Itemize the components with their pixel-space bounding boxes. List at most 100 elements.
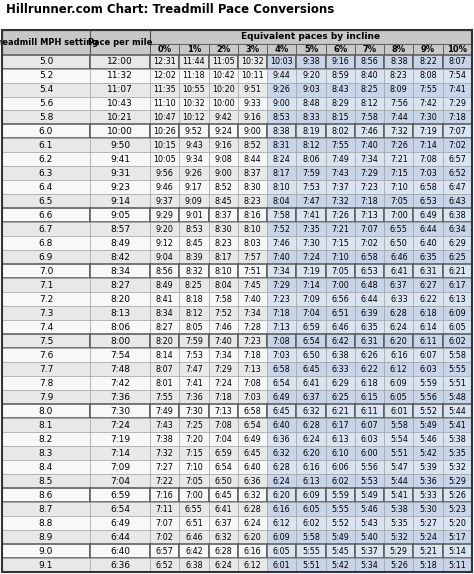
Bar [90, 68, 150, 83]
Bar [179, 516, 209, 530]
Text: 10:05: 10:05 [153, 155, 176, 164]
Text: 5:23: 5:23 [448, 505, 466, 514]
Text: 9:16: 9:16 [331, 57, 349, 66]
Bar [238, 44, 267, 55]
Text: 6:42: 6:42 [331, 337, 349, 346]
Bar [179, 404, 209, 418]
Bar [443, 474, 472, 488]
Bar [238, 265, 267, 278]
Text: 6.2: 6.2 [39, 155, 53, 164]
Text: 7:08: 7:08 [273, 337, 291, 346]
Text: 7:47: 7:47 [185, 364, 203, 374]
Bar [2, 460, 90, 474]
Bar [355, 320, 384, 334]
Text: 7:40: 7:40 [244, 295, 261, 304]
Text: 6:00: 6:00 [361, 449, 378, 457]
Bar [179, 222, 209, 236]
Bar [296, 195, 326, 208]
Text: 7:58: 7:58 [214, 295, 232, 304]
Text: 7:14: 7:14 [110, 449, 130, 457]
Text: 10:55: 10:55 [182, 85, 205, 94]
Bar [355, 334, 384, 348]
Text: 7:08: 7:08 [214, 421, 232, 430]
Text: 6:15: 6:15 [361, 393, 378, 402]
Bar [296, 180, 326, 195]
Text: 8:43: 8:43 [331, 85, 349, 94]
Text: 6:16: 6:16 [273, 505, 291, 514]
Text: 8:23: 8:23 [390, 71, 408, 80]
Bar [384, 544, 413, 558]
Bar [443, 390, 472, 404]
Text: 9:16: 9:16 [244, 113, 261, 122]
Bar [179, 180, 209, 195]
Bar [238, 153, 267, 166]
Bar [326, 544, 355, 558]
Bar [2, 516, 90, 530]
Bar [296, 530, 326, 544]
Text: 8:18: 8:18 [185, 295, 203, 304]
Bar [296, 320, 326, 334]
Bar [150, 502, 179, 516]
Bar [150, 530, 179, 544]
Bar [413, 222, 443, 236]
Text: 8:59: 8:59 [331, 71, 349, 80]
Bar [2, 404, 90, 418]
Bar [384, 138, 413, 153]
Bar [355, 362, 384, 376]
Text: 6:17: 6:17 [331, 421, 349, 430]
Bar [384, 418, 413, 432]
Text: 8:20: 8:20 [156, 337, 173, 346]
Bar [209, 96, 238, 110]
Text: 6:54: 6:54 [244, 421, 261, 430]
Text: 7:34: 7:34 [361, 155, 378, 164]
Bar [90, 278, 150, 292]
Bar [326, 208, 355, 222]
Bar [355, 530, 384, 544]
Text: 6:43: 6:43 [448, 197, 466, 206]
Text: 8:23: 8:23 [244, 197, 261, 206]
Bar [384, 265, 413, 278]
Bar [384, 55, 413, 68]
Bar [238, 96, 267, 110]
Text: 6:45: 6:45 [273, 406, 291, 416]
Text: 5:41: 5:41 [448, 421, 466, 430]
Bar [326, 558, 355, 572]
Text: Pace per mile: Pace per mile [88, 37, 152, 46]
Text: 7:59: 7:59 [302, 169, 320, 178]
Bar [2, 278, 90, 292]
Bar [443, 348, 472, 362]
Bar [150, 404, 179, 418]
Text: 6:10: 6:10 [331, 449, 349, 457]
Bar [2, 265, 90, 278]
Bar [326, 516, 355, 530]
Text: 9:00: 9:00 [273, 99, 291, 108]
Text: 10:32: 10:32 [182, 99, 205, 108]
Text: 6:28: 6:28 [244, 505, 261, 514]
Text: 6:12: 6:12 [390, 364, 408, 374]
Bar [384, 530, 413, 544]
Bar [209, 558, 238, 572]
Text: 7:19: 7:19 [110, 435, 130, 444]
Text: 6.7: 6.7 [39, 225, 53, 234]
Bar [238, 488, 267, 502]
Bar [355, 195, 384, 208]
Text: 8:17: 8:17 [214, 253, 232, 262]
Bar [238, 195, 267, 208]
Bar [90, 348, 150, 362]
Text: 8.9: 8.9 [39, 533, 53, 541]
Text: 9:56: 9:56 [155, 169, 173, 178]
Bar [209, 516, 238, 530]
Text: 7:40: 7:40 [361, 141, 378, 150]
Bar [413, 250, 443, 265]
Bar [413, 110, 443, 125]
Text: 7:08: 7:08 [244, 379, 261, 387]
Bar [296, 502, 326, 516]
Bar [267, 222, 296, 236]
Bar [209, 432, 238, 446]
Text: 7:41: 7:41 [185, 379, 203, 387]
Text: 8:01: 8:01 [156, 379, 173, 387]
Bar [209, 44, 238, 55]
Text: 5:59: 5:59 [419, 379, 437, 387]
Text: 7:30: 7:30 [302, 239, 320, 248]
Text: 8:37: 8:37 [244, 169, 261, 178]
